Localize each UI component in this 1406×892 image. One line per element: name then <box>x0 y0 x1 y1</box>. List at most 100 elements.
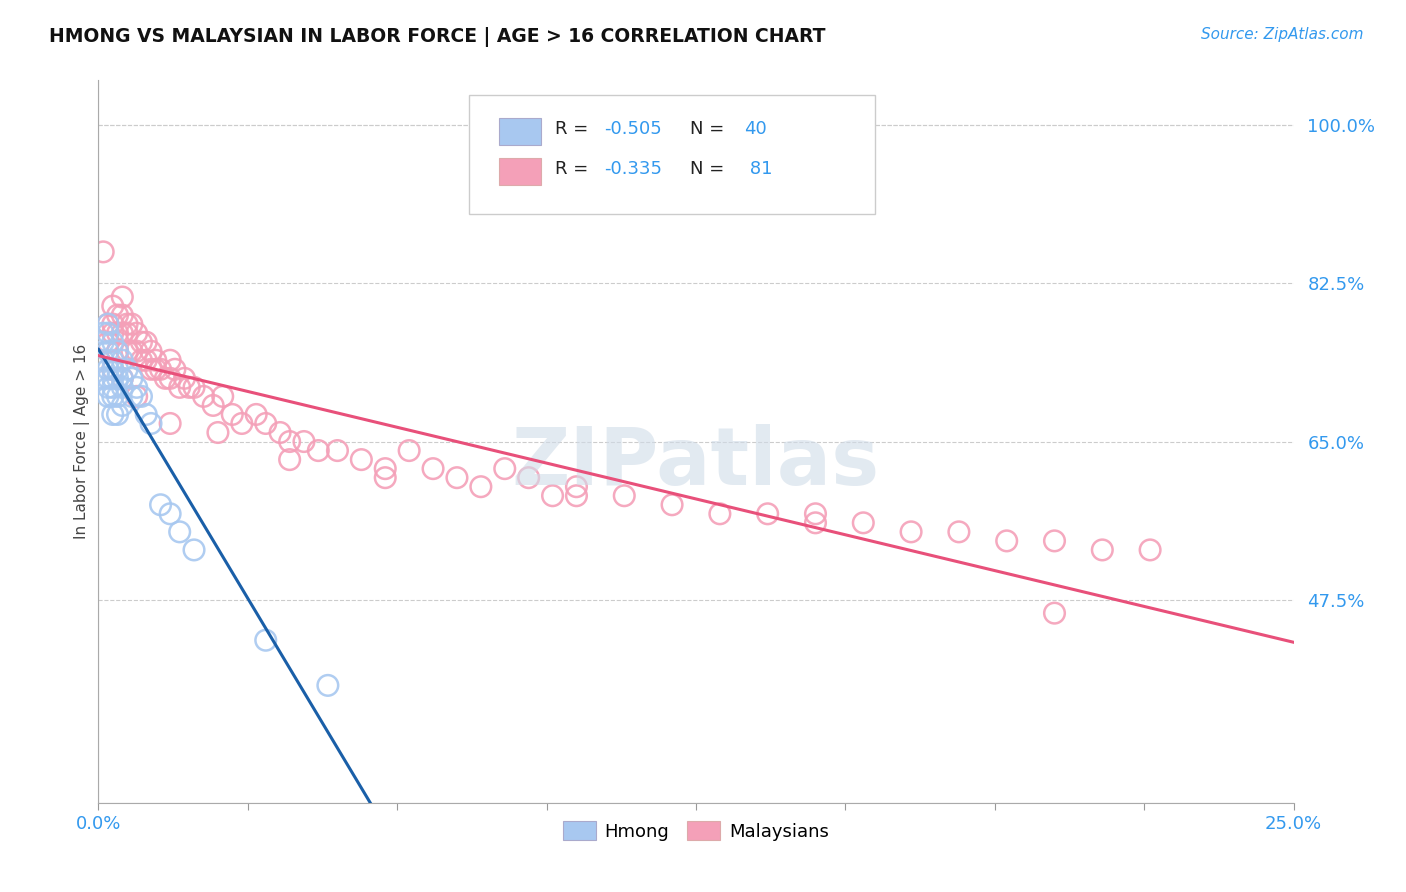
Point <box>269 425 291 440</box>
Point <box>398 443 420 458</box>
Legend: Hmong, Malaysians: Hmong, Malaysians <box>555 814 837 848</box>
Point <box>422 461 444 475</box>
Text: -0.505: -0.505 <box>605 120 662 138</box>
Point <box>565 480 588 494</box>
Point <box>107 371 129 385</box>
Text: -0.335: -0.335 <box>605 161 662 178</box>
FancyBboxPatch shape <box>470 95 876 214</box>
Point <box>155 371 177 385</box>
Text: N =: N = <box>690 161 724 178</box>
Point <box>494 461 516 475</box>
Point <box>101 389 124 403</box>
Point <box>135 408 157 422</box>
Point <box>316 678 339 692</box>
Point <box>169 524 191 539</box>
Point <box>111 308 134 322</box>
Point <box>111 290 134 304</box>
Point <box>163 362 186 376</box>
Y-axis label: In Labor Force | Age > 16: In Labor Force | Age > 16 <box>75 344 90 539</box>
Point <box>613 489 636 503</box>
Point <box>278 434 301 449</box>
Point <box>107 344 129 359</box>
Point <box>107 344 129 359</box>
Point <box>948 524 970 539</box>
Point <box>183 542 205 557</box>
Point <box>517 471 540 485</box>
Point <box>326 443 349 458</box>
Point <box>111 398 134 412</box>
Point <box>149 498 172 512</box>
Point <box>292 434 315 449</box>
Point <box>91 353 114 368</box>
Text: Source: ZipAtlas.com: Source: ZipAtlas.com <box>1201 27 1364 42</box>
Point <box>97 371 120 385</box>
Point <box>107 308 129 322</box>
Point <box>97 326 120 341</box>
Point <box>135 353 157 368</box>
Point <box>709 507 731 521</box>
Point <box>541 489 564 503</box>
Point <box>374 461 396 475</box>
Point <box>159 507 181 521</box>
Point <box>97 317 120 331</box>
Point <box>900 524 922 539</box>
Text: R =: R = <box>555 120 593 138</box>
Text: R =: R = <box>555 161 593 178</box>
Point <box>101 408 124 422</box>
FancyBboxPatch shape <box>499 118 541 145</box>
Point <box>245 408 267 422</box>
Point <box>1043 606 1066 620</box>
Point <box>97 362 120 376</box>
Point <box>115 317 138 331</box>
Point <box>101 362 124 376</box>
Point <box>97 335 120 350</box>
Point <box>111 380 134 394</box>
Point <box>145 353 167 368</box>
Point <box>254 417 277 431</box>
Point <box>350 452 373 467</box>
Point <box>101 335 124 350</box>
Point <box>852 516 875 530</box>
Point <box>193 389 215 403</box>
Point <box>804 507 827 521</box>
Point <box>115 362 138 376</box>
Point <box>446 471 468 485</box>
Point <box>111 353 134 368</box>
Point <box>121 371 143 385</box>
Point <box>1091 542 1114 557</box>
Text: HMONG VS MALAYSIAN IN LABOR FORCE | AGE > 16 CORRELATION CHART: HMONG VS MALAYSIAN IN LABOR FORCE | AGE … <box>49 27 825 46</box>
Point <box>115 326 138 341</box>
Point <box>131 353 153 368</box>
Point <box>211 389 233 403</box>
Point <box>131 335 153 350</box>
Point <box>125 344 148 359</box>
Point <box>159 371 181 385</box>
Point <box>121 389 143 403</box>
Point <box>111 371 134 385</box>
Point <box>207 425 229 440</box>
Point <box>111 326 134 341</box>
Point <box>183 380 205 394</box>
Point <box>101 380 124 394</box>
Point <box>131 389 153 403</box>
Point <box>107 362 129 376</box>
Point <box>470 480 492 494</box>
Point <box>139 362 162 376</box>
Point <box>169 380 191 394</box>
Point <box>125 389 148 403</box>
Text: 81: 81 <box>744 161 772 178</box>
Point <box>91 371 114 385</box>
Point <box>139 344 162 359</box>
Point <box>307 443 329 458</box>
Point <box>179 380 201 394</box>
Point <box>804 516 827 530</box>
Point <box>91 244 114 259</box>
Point <box>107 389 129 403</box>
Point <box>101 326 124 341</box>
Point <box>159 417 181 431</box>
Text: ZIPatlas: ZIPatlas <box>512 425 880 502</box>
Point <box>91 335 114 350</box>
Point <box>97 344 120 359</box>
Point <box>135 335 157 350</box>
Point <box>278 452 301 467</box>
